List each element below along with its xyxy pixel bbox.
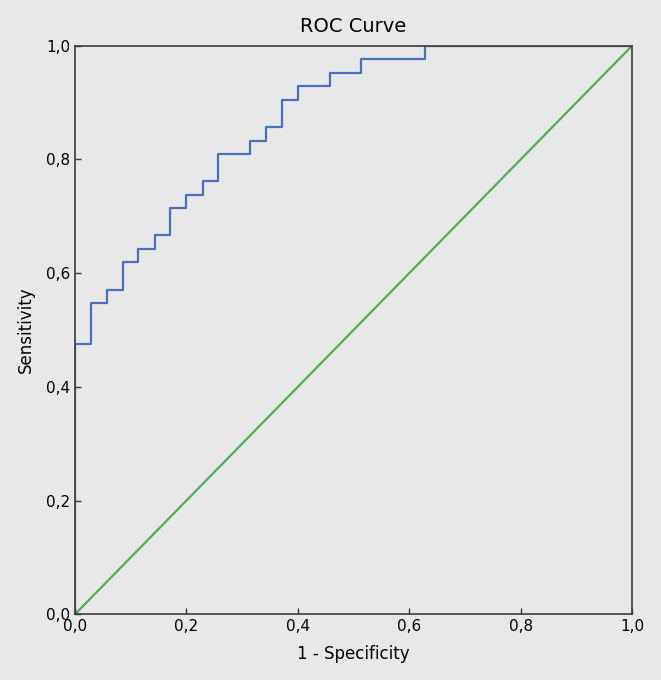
Title: ROC Curve: ROC Curve <box>301 17 407 35</box>
Y-axis label: Sensitivity: Sensitivity <box>17 287 34 373</box>
X-axis label: 1 - Specificity: 1 - Specificity <box>297 645 410 663</box>
